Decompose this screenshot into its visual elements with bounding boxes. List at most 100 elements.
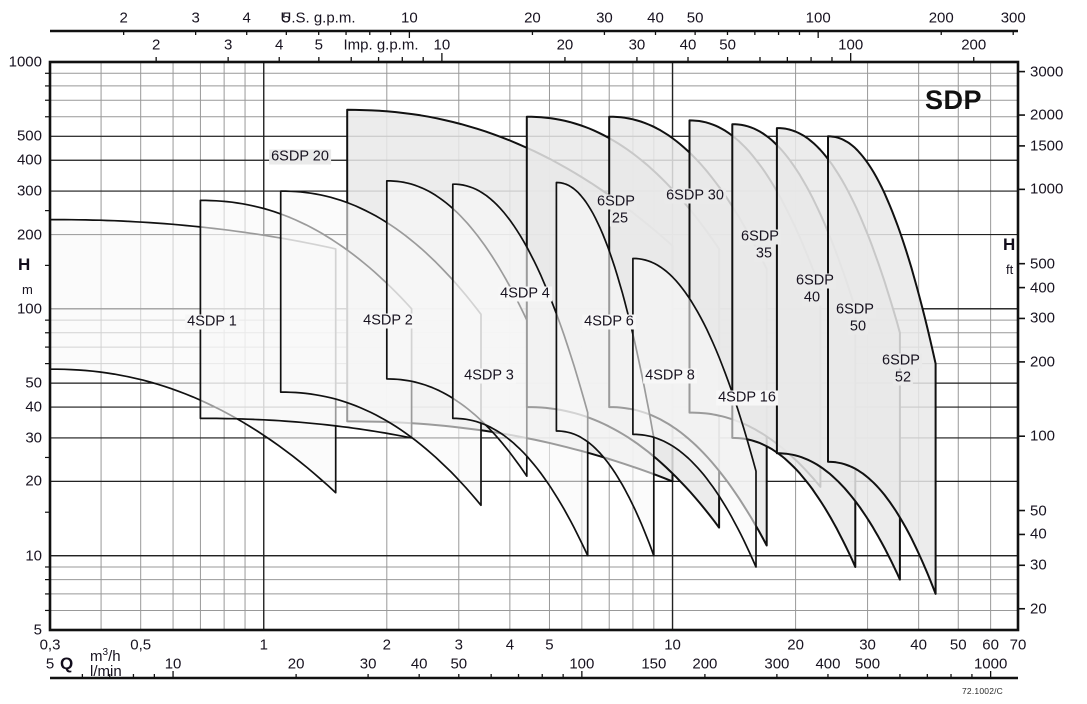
- left-axis-title: H: [18, 255, 31, 274]
- axis-tick-label: 20: [556, 36, 574, 54]
- axis-tick-label: 50: [450, 655, 468, 673]
- top-axis-unit-us: U.S. g.p.m.: [280, 9, 356, 27]
- series-label: 6SDP: [880, 352, 922, 369]
- axis-tick-label: 40: [647, 9, 664, 27]
- axis-tick-label: 30: [1030, 556, 1047, 574]
- series-label: 40: [801, 289, 823, 306]
- axis-tick-label: 100: [838, 36, 864, 54]
- axis-tick-label: 300: [1000, 9, 1026, 27]
- axis-tick-label: 200: [16, 226, 42, 244]
- axis-tick-label: 300: [16, 182, 42, 200]
- plot-border: [48, 60, 1020, 632]
- axis-tick-label: 5: [314, 36, 323, 54]
- series-label: 6SDP: [595, 193, 637, 210]
- axis-tick-label: 2: [151, 36, 161, 54]
- axis-tick-label: 50: [949, 636, 967, 654]
- top-axis-unit-imp: Imp. g.p.m.: [343, 36, 419, 54]
- axis-tick-label: 500: [16, 127, 42, 145]
- axis-tick-label: 10: [401, 9, 418, 27]
- axis-tick-label: 30: [359, 655, 377, 673]
- performance-envelope: [632, 257, 757, 568]
- axis-tick-label: 40: [410, 655, 428, 673]
- axis-tick-label: 4: [505, 636, 515, 654]
- series-group-4sdp: [49, 180, 757, 568]
- series-label: 4SDP 8: [643, 367, 697, 384]
- axis-tick-label: 100: [805, 9, 831, 27]
- axis-tick-label: 100: [1030, 427, 1056, 445]
- series-label: 4SDP 1: [185, 313, 239, 330]
- axis-tick-label: 10: [25, 547, 42, 565]
- axis-tick-label: 20: [787, 636, 804, 654]
- axis-tick-label: 400: [815, 655, 841, 673]
- axis-tick-label: 50: [719, 36, 736, 54]
- axis-tick-label: 1: [259, 636, 268, 654]
- series-label: 4SDP 4: [498, 285, 552, 302]
- axis-tick-label: 1000: [8, 53, 42, 71]
- series-label: 6SDP: [794, 272, 836, 289]
- axis-tick-label: 20: [1030, 600, 1047, 618]
- axis-tick-label: 30: [596, 9, 613, 27]
- axis-tick-label: 1000: [973, 655, 1008, 673]
- axis-tick-label: 5: [282, 9, 291, 27]
- axis-tick-label: 200: [961, 36, 987, 54]
- series-label: 6SDP: [834, 301, 876, 318]
- axis-tick-label: 30: [628, 36, 646, 54]
- series-label: 4SDP 16: [716, 389, 778, 406]
- axis-tick-label: 400: [1030, 279, 1056, 297]
- axis-tick-label: 3: [223, 36, 233, 54]
- axis-tick-label: 2: [382, 636, 391, 654]
- axis-tick-label: 1000: [1030, 180, 1064, 198]
- axis-tick-label: 50: [1030, 502, 1047, 520]
- axis-tick-label: 2000: [1030, 106, 1064, 124]
- axis-tick-label: 1500: [1030, 137, 1064, 155]
- axis-tick-label: 500: [1030, 255, 1056, 273]
- q-unit-lmin: l/min: [90, 663, 122, 680]
- series-label: 6SDP: [739, 228, 781, 245]
- series-label: 52: [892, 369, 914, 386]
- axis-tick-label: 40: [910, 636, 927, 654]
- axis-tick-label: 20: [287, 655, 305, 673]
- q-unit-m3h: m3/h: [90, 647, 121, 665]
- axis-tick-label: 300: [1030, 309, 1056, 327]
- axis-tick-label: 200: [692, 655, 718, 673]
- document-code: 72.1002/C: [962, 686, 1004, 696]
- series-label: 50: [847, 318, 869, 335]
- series-label: 35: [753, 245, 775, 262]
- axis-tick-label: 70: [1009, 636, 1027, 654]
- axis-tick-label: 3: [454, 636, 463, 654]
- performance-envelope: [451, 183, 589, 557]
- axis-tick-label: 60: [982, 636, 999, 654]
- series-label: 4SDP 3: [462, 367, 516, 384]
- axis-tick-label: 0,5: [130, 636, 152, 654]
- axis-tick-label: 40: [1030, 525, 1047, 543]
- axis-tick-label: 400: [16, 151, 42, 169]
- series-label: 6SDP 20: [269, 148, 331, 165]
- axis-tick-label: 100: [569, 655, 595, 673]
- axis-tick-label: 10: [433, 36, 451, 54]
- series-label: 25: [609, 210, 631, 227]
- left-axis-unit: m: [22, 282, 33, 297]
- axis-tick-label: 500: [855, 655, 881, 673]
- axis-tick-label: 50: [686, 9, 704, 27]
- axis-tick-label: 150: [641, 655, 667, 673]
- series-label: 6SDP 30: [664, 187, 726, 204]
- axis-tick-label: 20: [524, 9, 541, 27]
- axis-tick-label: 5: [33, 621, 42, 639]
- right-axis-unit: ft: [1006, 262, 1014, 277]
- axis-tick-label: 0,3: [39, 636, 61, 654]
- series-label: 4SDP 2: [361, 312, 415, 329]
- axis-tick-label: 100: [16, 300, 42, 318]
- axis-tick-label: 200: [1030, 353, 1056, 371]
- axis-tick-label: 2: [119, 9, 128, 27]
- axis-tick-label: 300: [764, 655, 790, 673]
- axis-tick-label: 3: [191, 9, 200, 27]
- axis-tick-label: 40: [679, 36, 697, 54]
- right-axis-title: H: [1003, 235, 1016, 254]
- performance-envelope: [555, 181, 655, 557]
- axis-tick-label: 200: [928, 9, 954, 27]
- axis-tick-label: 5: [45, 655, 55, 673]
- q-axis-title: Q: [60, 654, 74, 673]
- series-label: 4SDP 6: [582, 313, 636, 330]
